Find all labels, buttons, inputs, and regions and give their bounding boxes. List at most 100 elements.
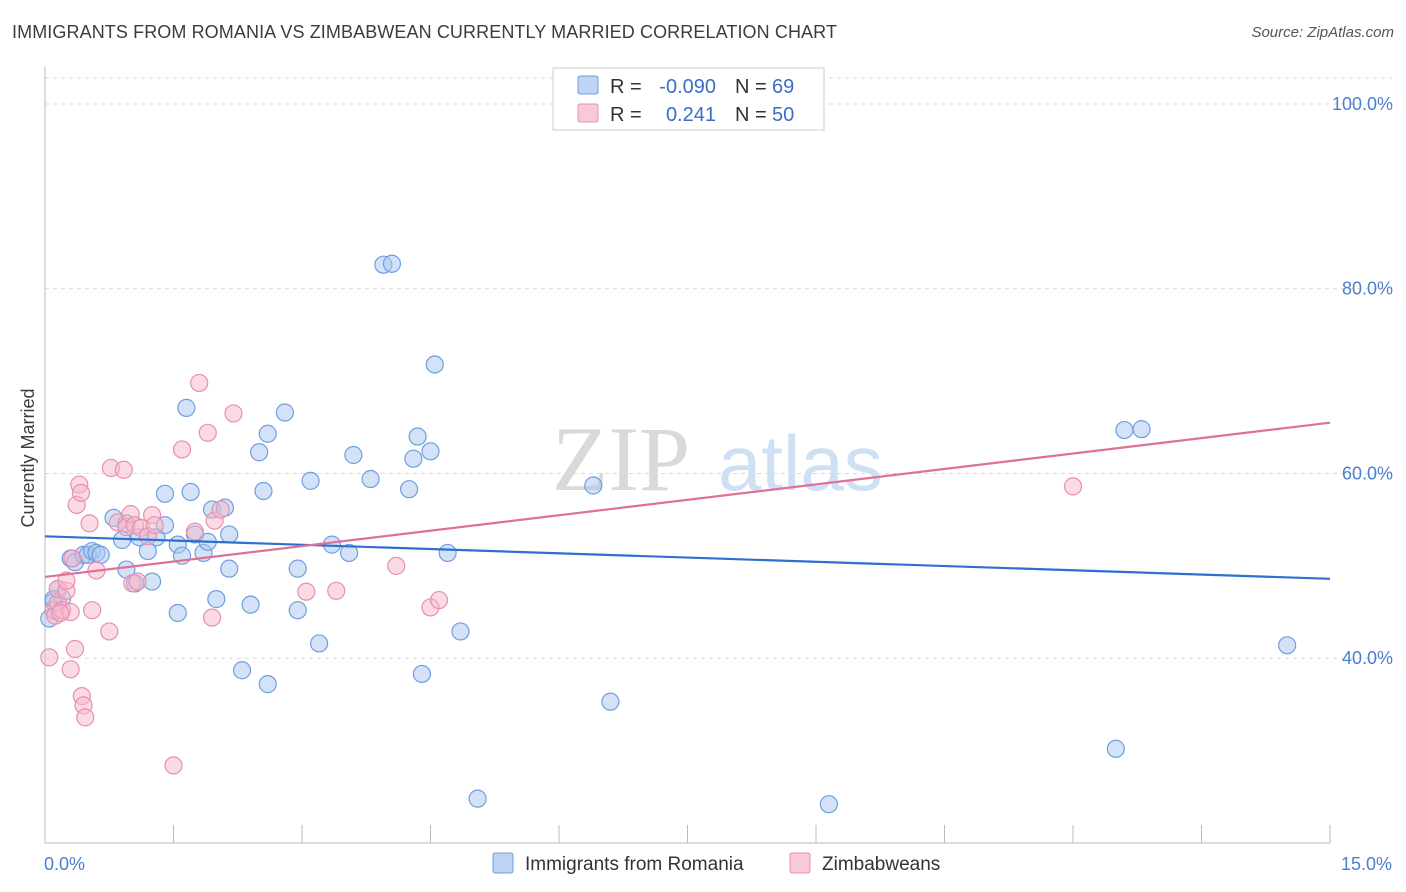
scatter-point [241, 595, 260, 614]
legend-r-value-1: -0.090 [659, 76, 716, 98]
scatter-point [91, 545, 110, 564]
scatter-point [83, 601, 102, 620]
correlation-legend: R = -0.090 N = 69 R = 0.241 N = 50 [552, 67, 825, 131]
scatter-point [601, 692, 620, 711]
scatter-point [254, 481, 273, 501]
legend-n-value-1: 69 [772, 76, 794, 98]
scatter-point [202, 608, 222, 627]
scatter-point [220, 525, 239, 544]
scatter-point [51, 603, 70, 623]
scatter-point [1106, 739, 1125, 758]
scatter-point [1115, 420, 1134, 440]
scatter-point [57, 571, 76, 590]
legend-n-value-2: 50 [772, 104, 794, 126]
x-tick-max: 15.0% [1341, 854, 1392, 874]
scatter-point [275, 403, 294, 422]
scatter-point [429, 590, 449, 610]
y-tick-60: 60.0% [1342, 463, 1393, 483]
scatter-point [404, 449, 423, 468]
scatter-point [584, 476, 603, 495]
legend-swatch-blue [577, 75, 599, 95]
y-tick-80: 80.0% [1342, 279, 1393, 299]
scatter-point [128, 572, 147, 591]
y-tick-labels: 40.0% 60.0% 80.0% 100.0% [1332, 94, 1393, 668]
legend-n-label-2: N = [735, 104, 767, 126]
series-romania-points [40, 254, 1297, 814]
axes [44, 67, 1331, 844]
scatter-point [438, 543, 457, 563]
scatter-point [399, 480, 419, 499]
scatter-point [71, 483, 91, 502]
watermark: ZIP atlas [552, 408, 883, 510]
scatter-point [468, 789, 487, 808]
scatter-point [301, 471, 320, 490]
scatter-point [65, 639, 85, 659]
scatter-point [232, 661, 252, 680]
legend-r-value-2: 0.241 [666, 104, 716, 126]
scatter-point [61, 660, 80, 679]
scatter-point [211, 500, 230, 519]
scatter-point [344, 445, 363, 465]
scatter-point [361, 469, 380, 489]
scatter-point [190, 373, 209, 393]
gridlines [45, 77, 1392, 659]
legend-r-label-2: R = [610, 104, 642, 126]
scatter-point [76, 708, 95, 727]
scatter-point [145, 516, 164, 535]
scatter-point [177, 398, 196, 417]
scatter-point [220, 559, 239, 578]
scatter-point [327, 581, 346, 600]
scatter-point [288, 559, 307, 578]
watermark-zip: ZIP [552, 408, 690, 510]
scatter-point [382, 254, 402, 273]
scatter-point [185, 522, 205, 541]
scatter-point [340, 543, 359, 563]
scatter-point [310, 634, 329, 653]
scatter-point [181, 482, 200, 502]
trend-line-zimbabwe [44, 421, 1331, 579]
legend-label-romania: Immigrants from Romania [525, 854, 744, 875]
scatter-point [421, 442, 440, 461]
series-legend: Immigrants from Romania Zimbabweans [492, 852, 940, 875]
scatter-point [172, 440, 192, 459]
source-credit: Source: ZipAtlas.com [1251, 24, 1394, 41]
scatter-point [387, 556, 406, 575]
scatter-point [258, 675, 277, 694]
scatter-point [40, 648, 59, 667]
y-tick-100: 100.0% [1332, 94, 1393, 114]
scatter-point [224, 404, 243, 423]
legend-swatch-pink [577, 103, 599, 123]
trend-line-romania [44, 535, 1331, 580]
scatter-point [1132, 420, 1151, 439]
legend-swatch-zimbabwe [789, 852, 811, 874]
scatter-point [80, 514, 99, 533]
scatter-point [207, 590, 226, 609]
x-tick-min: 0.0% [44, 854, 85, 874]
scatter-point [100, 622, 119, 641]
scatter-point [114, 460, 133, 479]
legend-label-zimbabwe: Zimbabweans [822, 854, 940, 875]
y-axis-label: Currently Married [18, 388, 38, 527]
legend-swatch-romania [492, 852, 514, 874]
scatter-point [250, 443, 269, 462]
scatter-point [198, 423, 217, 442]
scatter-point [1063, 477, 1083, 496]
scatter-point [288, 601, 307, 620]
scatter-point [258, 424, 277, 443]
trend-lines [44, 421, 1331, 580]
scatter-point [412, 664, 432, 684]
scatter-point [1278, 636, 1297, 655]
scatter-point [297, 582, 316, 601]
scatter-point [63, 549, 82, 568]
legend-r-label-1: R = [610, 76, 642, 98]
legend-n-label-1: N = [735, 76, 767, 98]
scatter-point [155, 484, 175, 503]
y-tick-40: 40.0% [1342, 648, 1393, 668]
scatter-point [451, 622, 470, 641]
scatter-point [164, 756, 183, 775]
scatter-point [168, 603, 187, 623]
scatter-point [819, 795, 838, 814]
scatter-point [408, 427, 427, 446]
scatter-point [425, 355, 444, 374]
